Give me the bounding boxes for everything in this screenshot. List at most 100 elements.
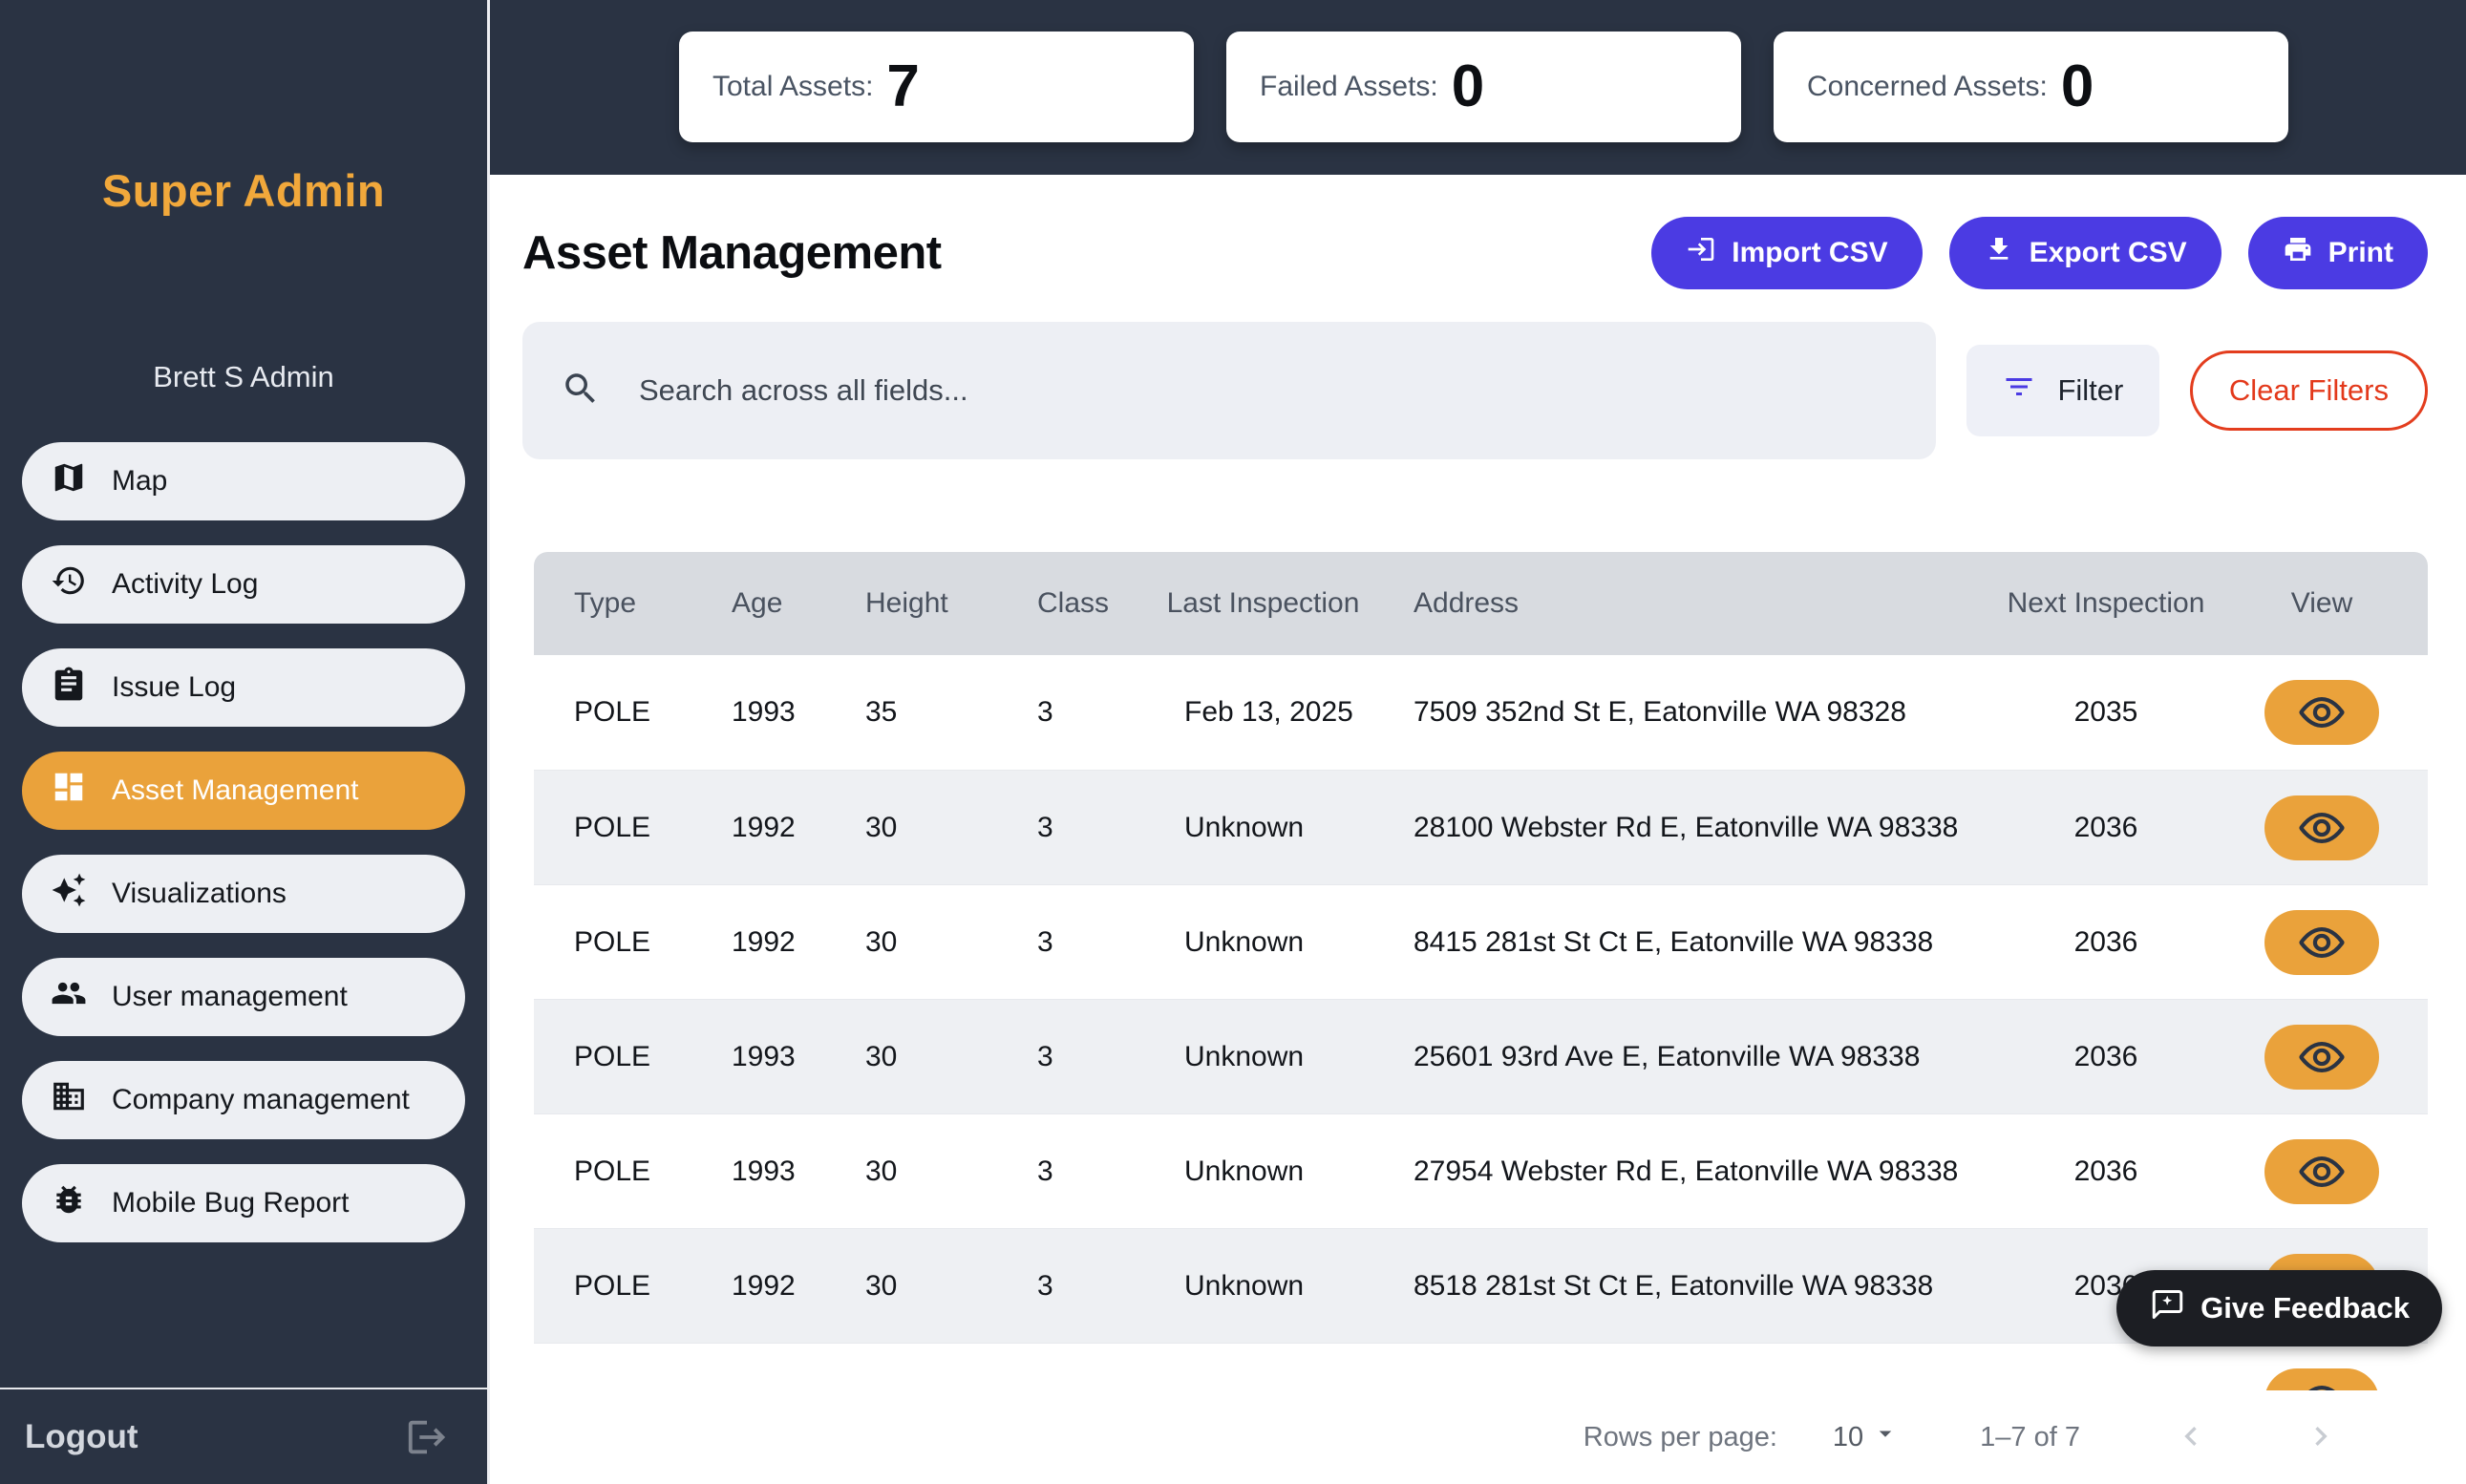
header-actions: Import CSV Export CSV Print bbox=[1651, 217, 2428, 289]
cell-class: 3 bbox=[1037, 1040, 1053, 1072]
printer-icon bbox=[2283, 234, 2313, 272]
feedback-icon bbox=[2149, 1287, 2183, 1329]
cell-height: 30 bbox=[865, 925, 898, 958]
column-header-type: Type bbox=[574, 587, 637, 619]
sidebar-item-label: Activity Log bbox=[112, 568, 259, 600]
view-button[interactable] bbox=[2264, 680, 2379, 745]
sidebar-item-issue-log[interactable]: Issue Log bbox=[22, 648, 465, 727]
search-input[interactable] bbox=[637, 372, 1898, 409]
app-brand: Super Admin bbox=[101, 165, 386, 216]
give-feedback-label: Give Feedback bbox=[2200, 1291, 2410, 1325]
chevron-left-icon bbox=[2172, 1426, 2210, 1458]
cell-address: 25601 93rd Ave E, Eatonville WA 98338 bbox=[1414, 1040, 1921, 1072]
cell-last-inspection: Unknown bbox=[1184, 1269, 1305, 1302]
table-row: POLE 1992 30 3 Unknown 28100 Webster Rd … bbox=[534, 770, 2428, 884]
rows-per-page-value: 10 bbox=[1832, 1421, 1864, 1452]
sidebar-item-user-management[interactable]: User management bbox=[22, 958, 465, 1036]
table-row-partial bbox=[534, 1343, 2428, 1390]
cell-last-inspection: Unknown bbox=[1184, 1155, 1305, 1187]
search-bar bbox=[522, 322, 1936, 459]
cell-address: 8518 281st St Ct E, Eatonville WA 98338 bbox=[1414, 1269, 1934, 1302]
import-csv-button[interactable]: Import CSV bbox=[1651, 217, 1923, 289]
filter-label: Filter bbox=[2057, 373, 2124, 407]
cell-type: POLE bbox=[574, 696, 651, 728]
clear-filters-button[interactable]: Clear Filters bbox=[2189, 350, 2428, 431]
cell-next-inspection: 2036 bbox=[2073, 925, 2138, 958]
bug-icon bbox=[51, 1181, 87, 1225]
cell-height: 30 bbox=[865, 1269, 898, 1302]
cell-class: 3 bbox=[1037, 1269, 1053, 1302]
sidebar-menu: Map Activity Log Issue Log Asset Managem… bbox=[0, 442, 487, 1242]
stat-card-failed-assets: Failed Assets: 0 bbox=[1226, 32, 1741, 142]
cell-address: 7509 352nd St E, Eatonville WA 98328 bbox=[1414, 696, 1906, 728]
chevron-right-icon bbox=[2302, 1426, 2340, 1458]
table-row: POLE 1993 30 3 Unknown 25601 93rd Ave E,… bbox=[534, 999, 2428, 1113]
next-page-button[interactable] bbox=[2302, 1417, 2340, 1458]
stat-card-concerned-assets: Concerned Assets: 0 bbox=[1774, 32, 2288, 142]
cell-height: 30 bbox=[865, 811, 898, 843]
pagination-range: 1–7 of 7 bbox=[1980, 1421, 2080, 1452]
sidebar-item-activity-log[interactable]: Activity Log bbox=[22, 545, 465, 624]
cell-class: 3 bbox=[1037, 1155, 1053, 1187]
top-stats-bar: Total Assets: 7 Failed Assets: 0 Concern… bbox=[490, 0, 2466, 175]
logout-icon bbox=[405, 1415, 449, 1459]
table-header-row: Type Age Height Class Last Inspection Ad… bbox=[534, 552, 2428, 655]
print-button[interactable]: Print bbox=[2247, 217, 2428, 289]
dropdown-arrow-icon bbox=[1871, 1419, 1900, 1455]
cell-next-inspection: 2036 bbox=[2073, 1040, 2138, 1072]
sidebar-item-label: Asset Management bbox=[112, 774, 359, 806]
content: Asset Management Import CSV Export CSV P… bbox=[490, 175, 2466, 1484]
table-row: POLE 1992 30 3 Unknown 8518 281st St Ct … bbox=[534, 1228, 2428, 1343]
table-body: POLE 1993 35 3 Feb 13, 2025 7509 352nd S… bbox=[534, 655, 2428, 1390]
stat-value: 0 bbox=[1451, 53, 1485, 119]
column-header-height: Height bbox=[865, 587, 948, 619]
cell-type: POLE bbox=[574, 811, 651, 843]
sidebar-item-label: User management bbox=[112, 981, 348, 1012]
view-button[interactable] bbox=[2264, 1367, 2379, 1390]
sidebar-item-mobile-bug-report[interactable]: Mobile Bug Report bbox=[22, 1164, 465, 1242]
sidebar-item-map[interactable]: Map bbox=[22, 442, 465, 520]
cell-age: 1993 bbox=[732, 696, 796, 728]
cell-age: 1992 bbox=[732, 811, 796, 843]
cell-type: POLE bbox=[574, 925, 651, 958]
cell-class: 3 bbox=[1037, 811, 1053, 843]
sidebar: Super Admin Brett S Admin Map Activity L… bbox=[0, 0, 490, 1484]
export-csv-button[interactable]: Export CSV bbox=[1948, 217, 2222, 289]
cell-address: 8415 281st St Ct E, Eatonville WA 98338 bbox=[1414, 925, 1934, 958]
view-button[interactable] bbox=[2264, 1138, 2379, 1204]
sidebar-item-asset-management[interactable]: Asset Management bbox=[22, 752, 465, 830]
sidebar-item-visualizations[interactable]: Visualizations bbox=[22, 855, 465, 933]
logout-button[interactable]: Logout bbox=[0, 1388, 487, 1484]
table-row: POLE 1993 30 3 Unknown 27954 Webster Rd … bbox=[534, 1113, 2428, 1228]
cell-type: POLE bbox=[574, 1040, 651, 1072]
sidebar-item-company-management[interactable]: Company management bbox=[22, 1061, 465, 1139]
filter-button[interactable]: Filter bbox=[1966, 345, 2159, 436]
sidebar-item-label: Company management bbox=[112, 1084, 410, 1115]
stat-label: Failed Assets: bbox=[1260, 71, 1438, 102]
view-button[interactable] bbox=[2264, 795, 2379, 860]
table-row: POLE 1993 35 3 Feb 13, 2025 7509 352nd S… bbox=[534, 655, 2428, 770]
import-csv-label: Import CSV bbox=[1732, 237, 1888, 268]
cell-class: 3 bbox=[1037, 696, 1053, 728]
column-header-class: Class bbox=[1037, 587, 1110, 619]
cell-next-inspection: 2036 bbox=[2073, 1155, 2138, 1187]
view-button[interactable] bbox=[2264, 1024, 2379, 1090]
sidebar-item-label: Mobile Bug Report bbox=[112, 1187, 350, 1219]
cell-type: POLE bbox=[574, 1155, 651, 1187]
column-header-age: Age bbox=[732, 587, 783, 619]
column-header-next-inspection: Next Inspection bbox=[2007, 587, 2205, 619]
cell-height: 30 bbox=[865, 1040, 898, 1072]
cell-next-inspection: 2035 bbox=[2073, 696, 2138, 728]
cell-address: 27954 Webster Rd E, Eatonville WA 98338 bbox=[1414, 1155, 1959, 1187]
rows-per-page-select[interactable]: 10 bbox=[1827, 1418, 1905, 1456]
sparkles-icon bbox=[51, 872, 87, 916]
give-feedback-button[interactable]: Give Feedback bbox=[2116, 1270, 2442, 1346]
cell-type: POLE bbox=[574, 1269, 651, 1302]
view-button[interactable] bbox=[2264, 909, 2379, 975]
main-area: Total Assets: 7 Failed Assets: 0 Concern… bbox=[490, 0, 2466, 1484]
rows-per-page-label: Rows per page: bbox=[1583, 1421, 1777, 1452]
sidebar-item-label: Issue Log bbox=[112, 671, 237, 703]
previous-page-button[interactable] bbox=[2172, 1417, 2210, 1458]
logout-label: Logout bbox=[25, 1417, 138, 1455]
cell-address: 28100 Webster Rd E, Eatonville WA 98338 bbox=[1414, 811, 1959, 843]
